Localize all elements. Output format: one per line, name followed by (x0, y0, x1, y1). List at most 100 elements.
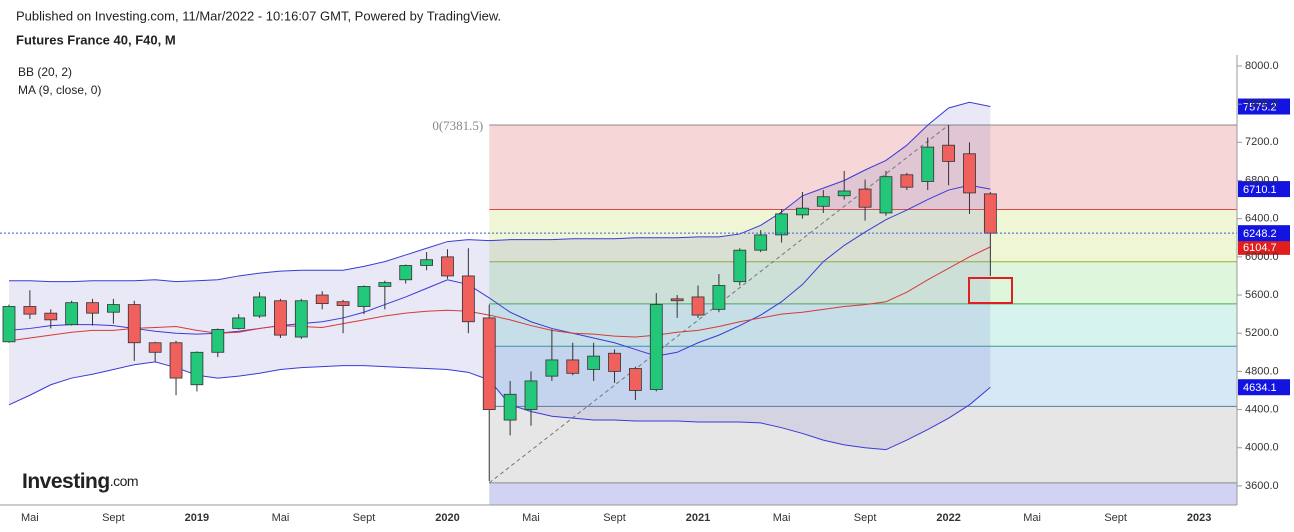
candle-body (44, 312, 58, 321)
price-tag: 7575.2 (1243, 101, 1277, 113)
price-tag-box (1238, 238, 1290, 255)
price-tag: 4634.1 (1243, 382, 1277, 394)
candle-body (86, 302, 99, 314)
candle-body (796, 207, 809, 216)
price-tag: 6104.7 (1243, 242, 1277, 254)
x-tick-label: Mai (21, 512, 39, 524)
x-tick-label: 2023 (1187, 512, 1211, 524)
fib-label: 0(7381.5) (432, 118, 483, 133)
x-tick-label: 2020 (435, 512, 459, 524)
indicator-line (8, 246, 991, 342)
candle-body (441, 256, 454, 277)
candle-body (461, 275, 475, 323)
candle-body (274, 300, 287, 336)
indicator-bb: BB (20, 2) (18, 65, 72, 79)
candle-body (378, 282, 392, 287)
fib-trend (488, 124, 949, 484)
candle-body (545, 359, 559, 377)
y-tick-label: 4800.0 (1245, 365, 1279, 377)
candle-body (357, 286, 371, 307)
y-tick-label: 6000.0 (1245, 251, 1279, 263)
candle-body (837, 190, 851, 197)
candle-body (900, 174, 914, 188)
logo-name: Investing (22, 470, 110, 493)
candle-body (754, 234, 768, 251)
y-tick-label: 4000.0 (1245, 442, 1279, 454)
y-tick-label: 6800.0 (1245, 174, 1279, 186)
candle-body (858, 188, 872, 208)
candle-body (65, 302, 79, 326)
candle-body (942, 144, 955, 162)
y-tick-label: 5600.0 (1245, 289, 1279, 301)
price-tags: 7575.2 6710.1 4634.1 6104.7 6248.2 (1238, 98, 1290, 396)
indicator-ma: MA (9, close, 0) (18, 83, 101, 97)
x-tick-label: Mai (773, 512, 791, 524)
candle-body (629, 368, 642, 391)
candle-body (566, 359, 580, 374)
price-tag-box (1238, 225, 1290, 242)
candle-body (649, 304, 663, 390)
candle-body (524, 380, 538, 410)
x-tick-label: 2019 (185, 512, 209, 524)
fib-zone (489, 482, 1237, 505)
candle-body (169, 342, 183, 379)
candle-body (211, 328, 225, 353)
candle-body (190, 351, 204, 386)
candle-body (983, 193, 997, 234)
y-tick-label: 7200.0 (1245, 136, 1279, 148)
price-tag: 6710.1 (1243, 184, 1277, 196)
highlight-box (968, 277, 1013, 304)
candle-body (315, 294, 329, 305)
price-tag-box (1238, 379, 1290, 396)
logo-suffix: .com (110, 473, 138, 489)
x-tick-label: Sept (102, 512, 125, 524)
candle-body (921, 146, 935, 182)
fib-zone (489, 406, 1237, 483)
candle-body (2, 306, 16, 343)
candle-body (148, 342, 162, 353)
mark-layer (0, 125, 1237, 482)
x-tick-label: Sept (353, 512, 376, 524)
logo: Investing.com (22, 470, 138, 493)
x-tick-label: Mai (272, 512, 290, 524)
candle-body (670, 298, 684, 302)
x-tick-label: Sept (1104, 512, 1127, 524)
candle-body (691, 296, 705, 316)
candle-body (107, 304, 120, 313)
candle-body (127, 304, 141, 344)
fib-zone (489, 209, 1237, 262)
candle-body (775, 213, 788, 236)
fib-zone (489, 261, 1237, 304)
fib-zone (489, 303, 1237, 347)
symbol-title: Futures France 40, F40, M (16, 32, 176, 47)
y-tick-label: 7600.0 (1245, 98, 1279, 110)
candle-body (420, 259, 434, 266)
candle-body (608, 352, 621, 372)
indicator-line (8, 184, 991, 357)
band-layer (8, 101, 991, 451)
candle-body (482, 317, 496, 410)
x-tick-label: Sept (854, 512, 877, 524)
candle-body (587, 355, 601, 370)
candle-body (963, 153, 976, 194)
candle-body (733, 249, 747, 283)
candle-body (816, 196, 830, 207)
candle-body (294, 300, 308, 338)
y-tick-label: 8000.0 (1245, 60, 1279, 72)
x-tick-label: Sept (603, 512, 626, 524)
x-tick-label: Mai (1023, 512, 1041, 524)
price-tag-box (1238, 98, 1290, 115)
x-tick-label: 2022 (936, 512, 960, 524)
published-note: Published on Investing.com, 11/Mar/2022 … (16, 8, 501, 23)
y-tick-label: 5200.0 (1245, 327, 1279, 339)
candle-body (336, 301, 350, 306)
y-tick-label: 6400.0 (1245, 213, 1279, 225)
candle-body (399, 265, 413, 281)
band-fill (9, 102, 991, 450)
x-tick-label: 2021 (686, 512, 710, 524)
candle-body (253, 296, 266, 317)
price-tag-box (1238, 181, 1290, 198)
price-tag: 6248.2 (1243, 228, 1277, 240)
candle-body (503, 393, 517, 421)
